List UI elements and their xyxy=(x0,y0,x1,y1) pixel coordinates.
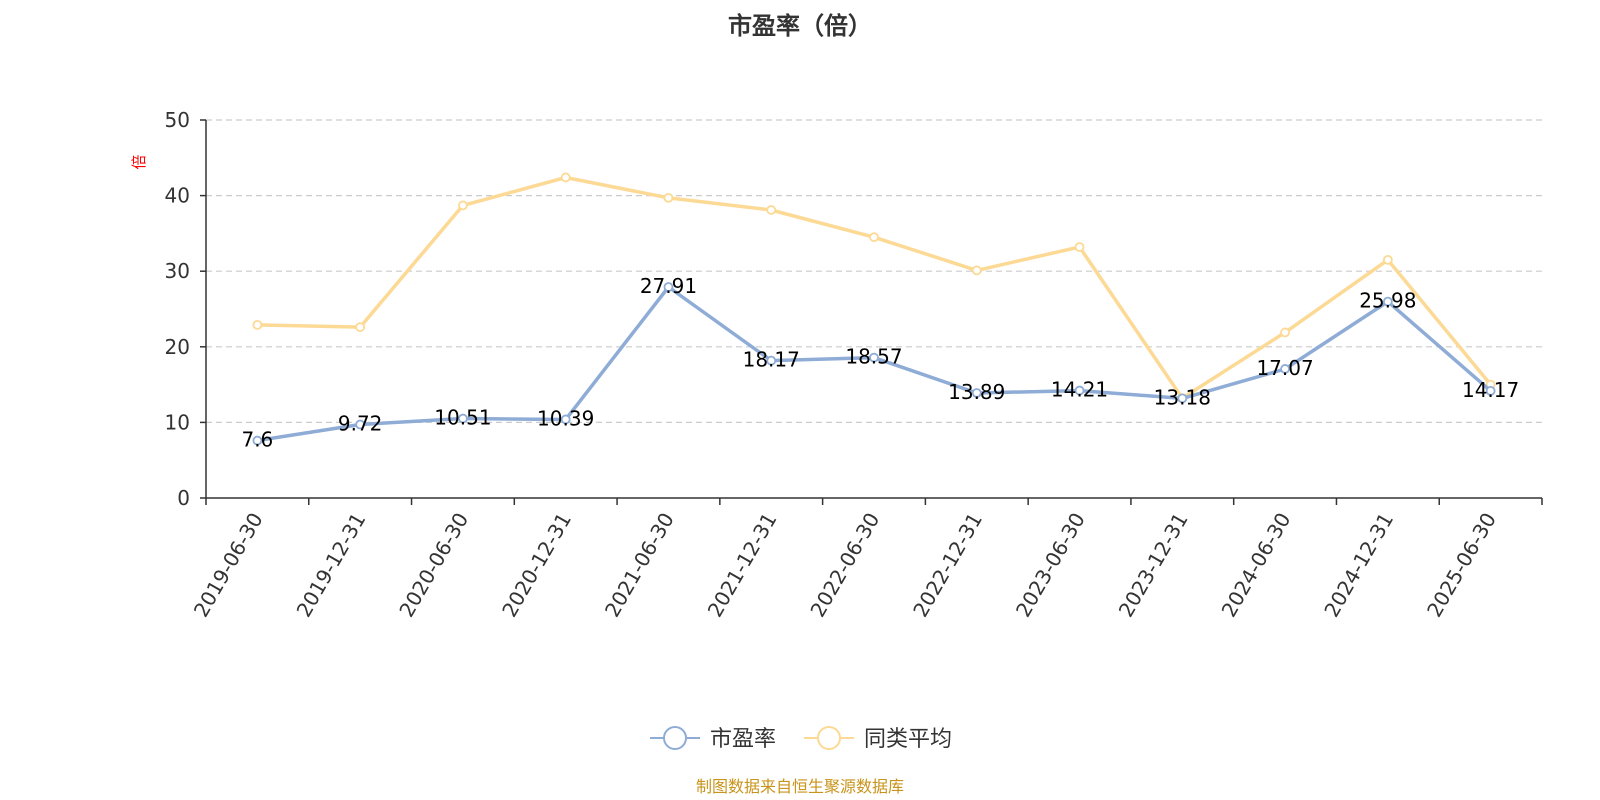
series-point-1 xyxy=(355,322,366,333)
series-point-1 xyxy=(766,205,777,215)
series-point-0 xyxy=(1177,393,1188,404)
series-point-0 xyxy=(1382,296,1393,307)
data-label: 25.98 xyxy=(1359,289,1416,313)
series-point-1 xyxy=(663,192,674,203)
series-point-1 xyxy=(560,172,571,183)
data-label: 14.17 xyxy=(1462,378,1519,402)
series-point-0 xyxy=(1280,364,1290,374)
series-point-0 xyxy=(869,352,879,363)
series-point-0 xyxy=(663,282,674,292)
series xyxy=(252,172,1496,446)
series-point-0 xyxy=(1485,385,1496,396)
series-point-0 xyxy=(458,413,468,424)
data-label: 9.72 xyxy=(338,412,383,436)
data-label: 27.91 xyxy=(640,274,697,298)
y-tick-label: 30 xyxy=(165,259,190,283)
data-label: 17.07 xyxy=(1256,356,1313,380)
legend-swatch-marker xyxy=(817,726,841,750)
data-label: 18.17 xyxy=(743,348,800,372)
series-point-1 xyxy=(869,232,879,243)
data-label: 14.21 xyxy=(1051,378,1108,402)
x-tick-label: 2019-12-31 xyxy=(292,509,371,622)
series-point-0 xyxy=(252,435,263,446)
data-label: 10.51 xyxy=(434,406,491,430)
series-point-1 xyxy=(971,265,982,276)
x-ticks: 2019-06-30 2019-12-31 2020-06-30 2020-12-31… xyxy=(189,498,1543,622)
y-axis-label: 倍 xyxy=(130,154,148,169)
series-point-1 xyxy=(252,319,263,330)
x-tick-label: 2022-12-31 xyxy=(908,509,987,622)
source-note: 制图数据来自恒生聚源数据库 xyxy=(696,777,904,796)
series-point-1 xyxy=(1382,254,1393,265)
x-tick-label: 2024-12-31 xyxy=(1319,509,1398,622)
x-tick-label: 2020-06-30 xyxy=(394,509,473,622)
x-tick-label: 2020-12-31 xyxy=(497,509,576,622)
legend-swatch-marker xyxy=(663,726,687,750)
series-point-0 xyxy=(971,388,982,398)
series-point-1 xyxy=(1280,327,1290,338)
data-label: 10.39 xyxy=(537,406,594,430)
data-labels: 7.6 9.72 10.51 10.39 27.91 18.17 18.57 13.89 14.… xyxy=(241,274,1519,452)
legend-label: 同类平均 xyxy=(864,727,952,752)
series-point-0 xyxy=(560,414,571,425)
x-tick-label: 2024-06-30 xyxy=(1217,509,1296,622)
y-tick-label: 20 xyxy=(165,335,190,359)
series-point-1 xyxy=(458,200,468,211)
y-tick-label: 10 xyxy=(165,410,190,434)
series-point-0 xyxy=(1074,385,1085,396)
series-point-0 xyxy=(766,355,777,366)
data-label: 13.89 xyxy=(948,380,1005,404)
series-point-1 xyxy=(1074,242,1085,252)
data-label: 13.18 xyxy=(1154,385,1211,409)
axes xyxy=(205,120,1542,499)
legend-label: 市盈率 xyxy=(710,727,776,752)
x-tick-label: 2023-12-31 xyxy=(1114,509,1193,622)
x-tick-label: 2021-06-30 xyxy=(600,509,679,622)
y-ticks: 0 10 20 30 40 50 xyxy=(165,108,206,510)
x-tick-label: 2021-12-31 xyxy=(703,509,782,622)
data-label: 7.6 xyxy=(241,428,273,452)
y-tick-label: 0 xyxy=(177,486,190,510)
legend: 市盈率 同类平均 xyxy=(650,726,952,752)
x-tick-label: 2025-06-30 xyxy=(1422,509,1501,622)
y-tick-label: 40 xyxy=(165,184,190,208)
x-tick-label: 2023-06-30 xyxy=(1011,509,1090,622)
y-tick-label: 50 xyxy=(165,108,190,132)
x-tick-label: 2022-06-30 xyxy=(805,509,884,622)
data-label: 18.57 xyxy=(845,345,902,369)
chart-title: 市盈率（倍） xyxy=(728,12,872,40)
x-tick-label: 2019-06-30 xyxy=(189,509,268,622)
series-point-0 xyxy=(355,419,366,430)
